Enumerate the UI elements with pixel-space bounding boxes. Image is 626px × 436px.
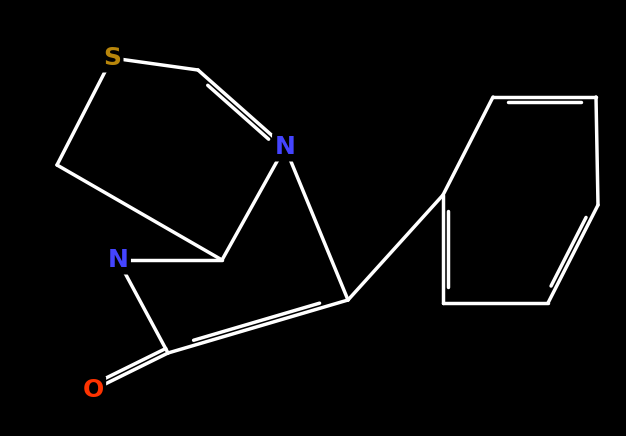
- Text: S: S: [103, 46, 121, 70]
- Text: O: O: [83, 378, 104, 402]
- Text: N: N: [275, 135, 295, 159]
- Text: N: N: [108, 248, 128, 272]
